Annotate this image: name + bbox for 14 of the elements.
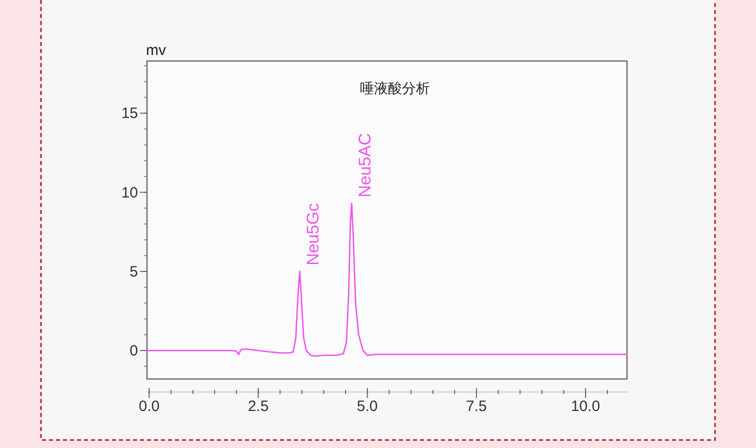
y-tick-label: 10	[121, 184, 138, 202]
text: 唾液酸分析	[360, 80, 430, 96]
annotation: Neu5AC	[356, 133, 375, 198]
y-tick-label: 0	[130, 342, 138, 360]
x-tick-label: 2.5	[248, 398, 269, 415]
y-tick-label: 15	[121, 105, 138, 122]
x-tick-label: 0.0	[138, 398, 160, 415]
y-tick-label: 5	[130, 263, 138, 280]
x-tick-label: 5.0	[356, 398, 378, 415]
line-series	[146, 202, 628, 357]
y-axis-title: mv	[146, 42, 166, 59]
x-tick-label: 7.5	[466, 398, 487, 415]
x-tick-label: 10.0	[570, 398, 600, 415]
annotation: Neu5Gc	[304, 202, 323, 266]
